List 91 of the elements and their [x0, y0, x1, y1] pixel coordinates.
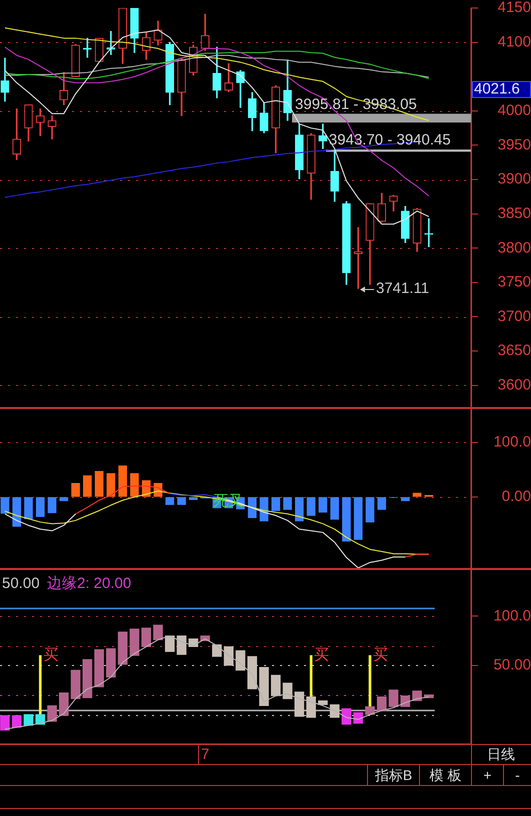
y-tick-label: 3850: [498, 204, 531, 222]
bar: [82, 659, 92, 698]
bar: [47, 705, 57, 722]
y-tick-label: 0.00: [502, 488, 531, 506]
bar: [12, 715, 22, 728]
bar: [366, 497, 374, 522]
bar: [270, 674, 281, 696]
bar: [342, 497, 351, 542]
bar: [141, 628, 152, 647]
annotation: 50.00: [2, 575, 40, 592]
bar: [248, 497, 257, 518]
bar: [259, 666, 269, 706]
bar: [306, 696, 316, 718]
bar: [330, 497, 339, 520]
bar: [247, 656, 258, 690]
bar: [294, 692, 304, 717]
y-tick-label: 3600: [498, 376, 531, 394]
bar: [342, 708, 352, 725]
bar: [70, 670, 80, 700]
bar: [365, 706, 375, 715]
y-tick-label: 50.00: [493, 656, 531, 674]
bar: [83, 475, 92, 497]
bar: [306, 497, 316, 516]
bar: [271, 497, 280, 511]
bar: [294, 497, 304, 522]
bar: [94, 470, 104, 497]
bar: [118, 632, 128, 665]
bar: [353, 712, 364, 724]
bar: [354, 497, 363, 540]
bar: [330, 704, 340, 718]
bar: [71, 482, 80, 497]
annotation: 3741.11: [376, 280, 430, 298]
bar: [106, 648, 116, 678]
bar: [118, 466, 128, 497]
bar: [0, 497, 10, 514]
bar: [24, 714, 34, 726]
bar: [36, 497, 45, 517]
bar: [94, 649, 104, 688]
button[interactable]: 指标B: [367, 765, 419, 785]
text: 4021.6: [474, 80, 520, 98]
bar: [400, 497, 410, 502]
bar: [176, 636, 186, 655]
bar: [318, 497, 328, 513]
text: 日线: [487, 746, 515, 762]
bar: [38, 655, 42, 715]
bar: [212, 644, 222, 657]
y-tick-label: 3800: [498, 239, 531, 256]
bar: [164, 636, 175, 652]
bar: [189, 497, 198, 500]
bar: [165, 497, 174, 505]
bar: [412, 492, 422, 497]
y-tick-label: 100.0: [493, 434, 531, 451]
y-tick-label: 4000: [498, 102, 531, 120]
bar: [260, 497, 268, 522]
bar: [400, 695, 410, 707]
bar: [177, 497, 186, 505]
x-tick-label: 7: [200, 746, 210, 764]
button[interactable]: +: [471, 765, 503, 785]
bar: [224, 646, 234, 666]
bar: [130, 628, 140, 656]
bar: [283, 497, 292, 510]
bar: [0, 715, 10, 731]
data-label: 买: [314, 646, 330, 664]
y-tick-label: 3900: [498, 170, 531, 188]
y-tick-label: 3950: [498, 136, 531, 154]
bar: [153, 624, 163, 640]
bar: [58, 692, 69, 716]
data-label: 买: [43, 646, 58, 664]
bar: [12, 497, 22, 527]
bar: [106, 473, 116, 497]
bar: [376, 696, 387, 711]
annotation: 边缘2: 20.00: [47, 575, 132, 592]
bar: [236, 650, 246, 671]
bar: [48, 497, 56, 514]
data-label: 买: [372, 646, 388, 664]
bar: [59, 497, 68, 502]
y-tick-label: 3700: [498, 308, 531, 325]
bar: [282, 682, 292, 700]
bar: [24, 497, 33, 520]
bar: [318, 700, 328, 706]
button[interactable]: -: [503, 765, 531, 785]
bar: [377, 497, 386, 510]
bar: [412, 690, 422, 702]
bar: [130, 473, 139, 497]
y-tick-label: 3650: [498, 342, 531, 360]
y-tick-label: 4150: [498, 0, 531, 16]
y-tick-label: 100.0: [493, 607, 531, 624]
y-tick-label: 4100: [498, 33, 531, 50]
bar: [388, 690, 398, 707]
button[interactable]: 模 板: [419, 765, 471, 785]
y-tick-label: 3750: [498, 274, 531, 291]
